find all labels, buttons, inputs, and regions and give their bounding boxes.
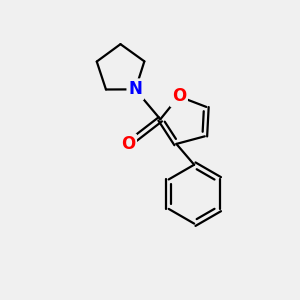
Text: N: N <box>128 80 142 98</box>
Text: O: O <box>172 87 186 105</box>
Text: O: O <box>121 135 135 153</box>
